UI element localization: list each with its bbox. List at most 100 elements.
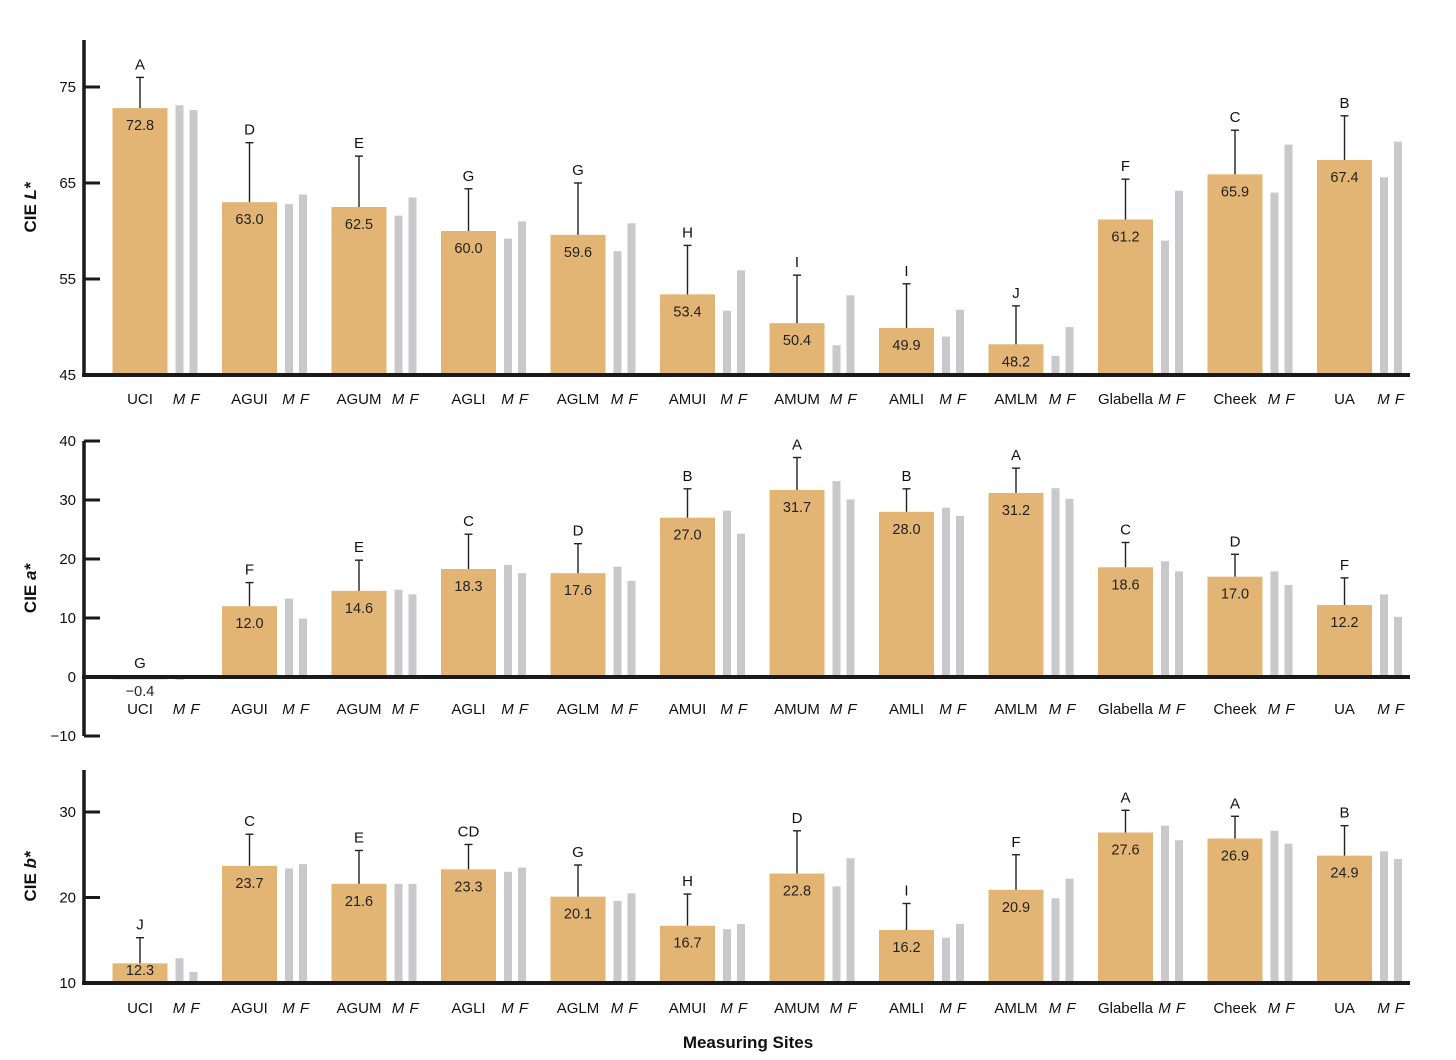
male-bar	[1380, 851, 1388, 983]
mean-bar	[1207, 174, 1263, 375]
female-bar	[408, 594, 417, 677]
male-bar	[1161, 825, 1169, 983]
male-tick-label: M	[939, 391, 952, 408]
mean-bar	[769, 489, 825, 677]
mean-bar	[660, 925, 715, 983]
female-tick-label: F	[628, 701, 638, 718]
group-letter: F	[1121, 158, 1130, 175]
female-bar	[1065, 327, 1074, 375]
female-tick-label: F	[300, 1000, 310, 1017]
group-letter: E	[354, 135, 364, 152]
bar-value-label: 59.6	[564, 245, 592, 261]
female-bar	[408, 883, 417, 983]
group-letter: D	[244, 122, 255, 139]
female-tick-label: F	[1066, 391, 1076, 408]
mean-bar	[879, 929, 934, 983]
y-tick-label: 65	[59, 175, 76, 192]
bar-value-label: 20.9	[1002, 900, 1030, 916]
group-letter: D	[573, 523, 584, 540]
female-tick-label: F	[628, 391, 638, 408]
bar-value-label: 49.9	[892, 338, 920, 354]
female-tick-label: F	[190, 701, 200, 718]
female-tick-label: F	[738, 701, 748, 718]
female-bar	[299, 194, 307, 375]
female-bar	[1284, 144, 1293, 375]
mean-bar	[1098, 832, 1153, 983]
male-tick-label: M	[392, 701, 405, 718]
female-bar	[189, 110, 198, 375]
y-tick-label: 30	[59, 804, 76, 821]
group-letter: B	[682, 468, 692, 485]
mean-bar	[988, 889, 1044, 983]
male-tick-label: M	[1158, 701, 1171, 718]
category-label: AMUI	[669, 701, 707, 718]
male-tick-label: M	[173, 701, 186, 718]
bar-value-label: 72.8	[126, 118, 154, 134]
category-label: AMLM	[994, 391, 1037, 408]
mean-bar	[1317, 855, 1372, 983]
category-label: AGUM	[337, 391, 382, 408]
bar-value-label: 17.0	[1221, 587, 1249, 603]
male-bar	[1051, 355, 1060, 375]
female-bar	[299, 864, 307, 983]
male-tick-label: M	[720, 701, 733, 718]
mean-bar	[1207, 576, 1263, 677]
mean-bar	[1098, 219, 1153, 375]
female-tick-label: F	[1176, 1000, 1186, 1017]
mean-bar	[769, 873, 825, 983]
female-bar	[846, 499, 855, 677]
male-bar	[1051, 488, 1060, 677]
category-label: AGUM	[337, 701, 382, 718]
female-tick-label: F	[190, 391, 200, 408]
male-bar	[285, 598, 293, 677]
category-label: AMUI	[669, 1000, 707, 1017]
mean-bar	[550, 234, 606, 375]
male-tick-label: M	[501, 1000, 514, 1017]
bar-value-label: 12.3	[126, 963, 154, 979]
mean-bar	[441, 869, 496, 983]
category-label: AMUM	[774, 391, 820, 408]
male-bar	[1380, 177, 1388, 375]
male-bar	[394, 883, 403, 983]
category-label: AGLM	[557, 1000, 600, 1017]
male-bar	[1380, 594, 1388, 677]
bar-value-label: 16.7	[673, 936, 701, 952]
group-letter: J	[1012, 285, 1020, 302]
male-bar	[504, 564, 512, 677]
male-bar	[175, 105, 184, 376]
mean-bar	[1317, 605, 1372, 677]
bar-value-label: 12.2	[1330, 615, 1358, 631]
mean-bar	[550, 896, 606, 983]
y-tick-label: 0	[68, 669, 76, 686]
bar-value-label: 20.1	[564, 907, 592, 923]
mean-bar	[988, 344, 1044, 375]
y-tick-label: 20	[59, 551, 76, 568]
category-label: Glabella	[1098, 1000, 1154, 1017]
male-tick-label: M	[392, 1000, 405, 1017]
female-bar	[956, 309, 964, 375]
male-tick-label: M	[611, 701, 624, 718]
female-bar	[518, 573, 526, 677]
male-tick-label: M	[939, 1000, 952, 1017]
group-letter: A	[792, 437, 802, 454]
mean-bar	[769, 323, 825, 375]
mean-bar	[660, 517, 715, 677]
category-label: AGLI	[451, 1000, 485, 1017]
group-letter: A	[135, 56, 145, 73]
y-tick-label: 45	[59, 367, 76, 384]
group-letter: H	[682, 873, 693, 890]
female-bar	[189, 971, 198, 983]
bar-value-label: 48.2	[1002, 354, 1030, 370]
category-label: AGUM	[337, 1000, 382, 1017]
female-tick-label: F	[847, 701, 857, 718]
y-tick-label: 55	[59, 271, 76, 288]
female-bar	[1284, 843, 1293, 983]
male-bar	[942, 937, 950, 983]
mean-bar	[112, 108, 168, 376]
male-tick-label: M	[1377, 391, 1390, 408]
male-bar	[723, 929, 731, 983]
female-tick-label: F	[957, 1000, 967, 1017]
male-bar	[285, 204, 293, 375]
